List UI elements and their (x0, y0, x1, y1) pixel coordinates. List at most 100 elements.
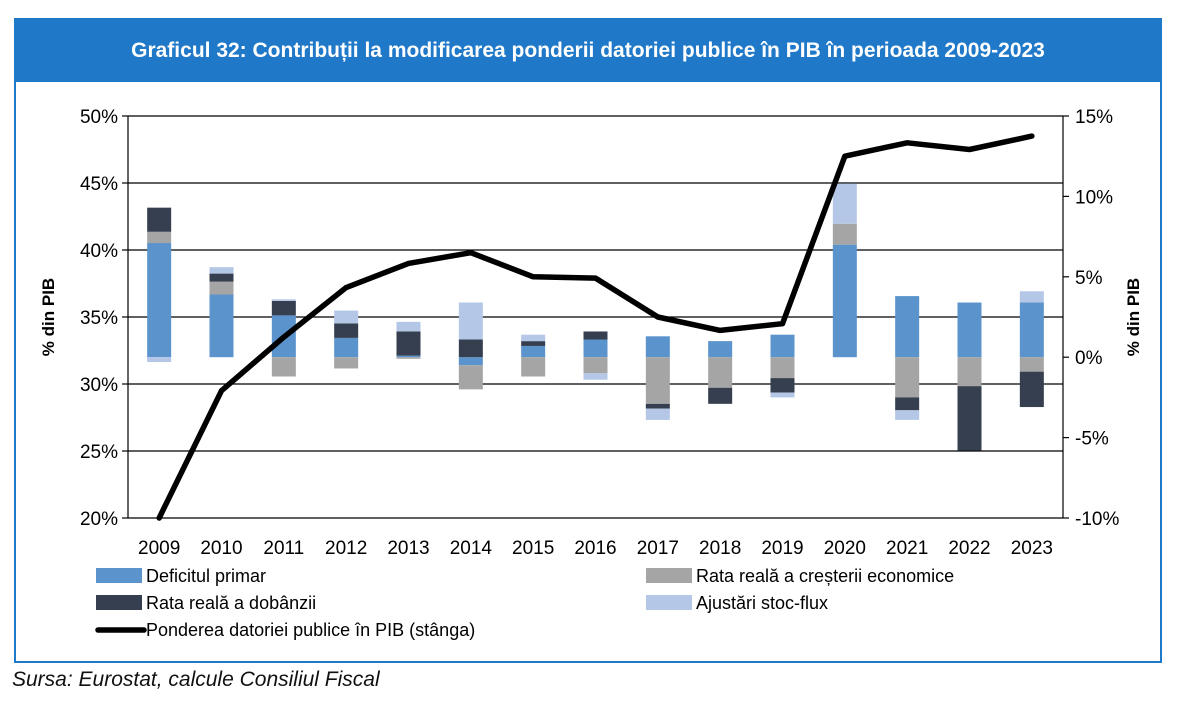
chart-title: Graficul 32: Contribuții la modificarea … (16, 20, 1160, 82)
bar-primary_deficit-2014 (458, 357, 483, 366)
bar-stock_flow-2012 (334, 310, 359, 324)
bar-primary_deficit-2023 (1019, 302, 1044, 358)
x-tick-label: 2012 (325, 538, 367, 559)
bar-stock_flow-2010 (209, 267, 234, 274)
x-tick-label: 2014 (450, 538, 493, 559)
bar-real_growth-2023 (1019, 357, 1044, 372)
bar-stock_flow-2021 (895, 410, 920, 420)
x-tick-label: 2009 (138, 538, 180, 559)
right-tick-label: 5% (1075, 268, 1103, 289)
bar-real_interest-2010 (209, 273, 234, 282)
line-layer (156, 133, 1035, 521)
legend: Deficitul primar Rata reală a creșterii e… (95, 566, 954, 640)
legend-swatch-real_growth (646, 568, 692, 583)
bar-stock_flow-2023 (1019, 291, 1044, 303)
bar-real_growth-2010 (209, 281, 234, 295)
axis-layer: 20% 25% 30% 35% 40% 45% 50% -10% -5% 0% 5% 10% 15% 20… (39, 107, 1143, 559)
right-tick-label: 10% (1075, 187, 1113, 208)
bar-primary_deficit-2013 (396, 355, 421, 358)
legend-swatch-stock_flow (646, 595, 692, 610)
right-tick-label: 15% (1075, 107, 1113, 128)
bar-primary_deficit-2017 (645, 336, 670, 358)
bar-real_interest-2015 (521, 341, 546, 346)
legend-swatch-real_interest (96, 595, 142, 610)
left-tick-label: 30% (80, 375, 118, 396)
bar-primary_deficit-2018 (708, 341, 733, 358)
x-tick-label: 2023 (1011, 538, 1053, 559)
right-axis-title: % din PIB (1124, 278, 1143, 356)
left-tick-label: 25% (80, 442, 118, 463)
legend-label-primary_deficit: Deficitul primar (146, 566, 266, 586)
x-tick-label: 2017 (637, 538, 679, 559)
bar-stock_flow-2017 (645, 408, 670, 420)
right-tick-label: 0% (1075, 348, 1103, 369)
right-tick-label: -5% (1075, 429, 1109, 450)
bar-real_growth-2013 (396, 357, 421, 359)
x-tick-label: 2018 (699, 538, 741, 559)
bar-primary_deficit-2015 (521, 345, 546, 358)
bar-real_growth-2015 (521, 357, 546, 377)
bar-layer (147, 183, 1044, 451)
bar-real_growth-2021 (895, 357, 920, 398)
bar-stock_flow-2019 (770, 392, 795, 398)
left-tick-label: 20% (80, 509, 118, 530)
right-tick-label: -10% (1075, 509, 1119, 530)
bar-real_interest-2023 (1019, 371, 1044, 408)
legend-swatch-primary_deficit (96, 568, 142, 583)
left-tick-label: 35% (80, 308, 118, 329)
bar-primary_deficit-2021 (895, 296, 920, 358)
bar-real_interest-2013 (396, 331, 421, 356)
bar-real_interest-2011 (271, 300, 296, 316)
x-tick-label: 2013 (387, 538, 429, 559)
bar-stock_flow-2016 (583, 373, 608, 380)
bar-real_growth-2011 (271, 357, 296, 377)
x-tick-label: 2020 (824, 538, 866, 559)
bar-real_interest-2022 (957, 386, 982, 451)
x-tick-label: 2011 (263, 538, 304, 559)
left-tick-label: 40% (80, 241, 118, 262)
legend-label-debt_line: Ponderea datoriei publice în PIB (stânga… (146, 620, 475, 640)
bar-real_interest-2021 (895, 397, 920, 411)
bar-stock_flow-2015 (521, 334, 546, 342)
bar-primary_deficit-2016 (583, 339, 608, 358)
source-note: Sursa: Eurostat, calcule Consiliul Fisca… (12, 668, 380, 691)
bar-real_interest-2018 (708, 387, 733, 404)
bar-stock_flow-2014 (458, 302, 483, 340)
bar-real_interest-2014 (458, 339, 483, 358)
bar-stock_flow-2020 (832, 183, 857, 224)
bar-real_growth-2020 (832, 223, 857, 245)
bar-real_interest-2017 (645, 403, 670, 409)
bar-real_interest-2012 (334, 323, 359, 338)
x-tick-label: 2015 (512, 538, 554, 559)
bar-real_growth-2018 (708, 357, 733, 388)
left-axis-title: % din PIB (39, 278, 58, 356)
bar-real_growth-2016 (583, 357, 608, 374)
bar-real_growth-2017 (645, 357, 670, 404)
x-tick-label: 2022 (948, 538, 990, 559)
bar-real_interest-2019 (770, 378, 795, 393)
bar-primary_deficit-2022 (957, 302, 982, 358)
left-tick-label: 45% (80, 174, 118, 195)
grid-layer (128, 115, 1063, 452)
bar-primary_deficit-2019 (770, 334, 795, 358)
bar-primary_deficit-2020 (832, 244, 857, 358)
left-tick-label: 50% (80, 107, 118, 128)
bar-real_growth-2022 (957, 357, 982, 387)
bar-real_growth-2009 (147, 231, 172, 244)
bar-stock_flow-2011 (271, 299, 296, 301)
legend-label-real_interest: Rata reală a dobânzii (146, 593, 316, 613)
x-tick-label: 2016 (574, 538, 616, 559)
legend-label-stock_flow: Ajustări stoc-flux (696, 593, 828, 613)
x-tick-label: 2010 (200, 538, 242, 559)
legend-label-real_growth: Rata reală a creșterii economice (696, 566, 954, 586)
bar-stock_flow-2013 (396, 321, 421, 332)
bar-real_interest-2009 (147, 207, 172, 232)
x-tick-label: 2021 (886, 538, 928, 559)
bar-real_growth-2019 (770, 357, 795, 379)
bar-real_growth-2012 (334, 357, 359, 369)
x-tick-label: 2019 (761, 538, 803, 559)
bar-primary_deficit-2009 (147, 243, 172, 358)
bar-primary_deficit-2010 (209, 294, 234, 358)
debt-line (156, 133, 1035, 521)
